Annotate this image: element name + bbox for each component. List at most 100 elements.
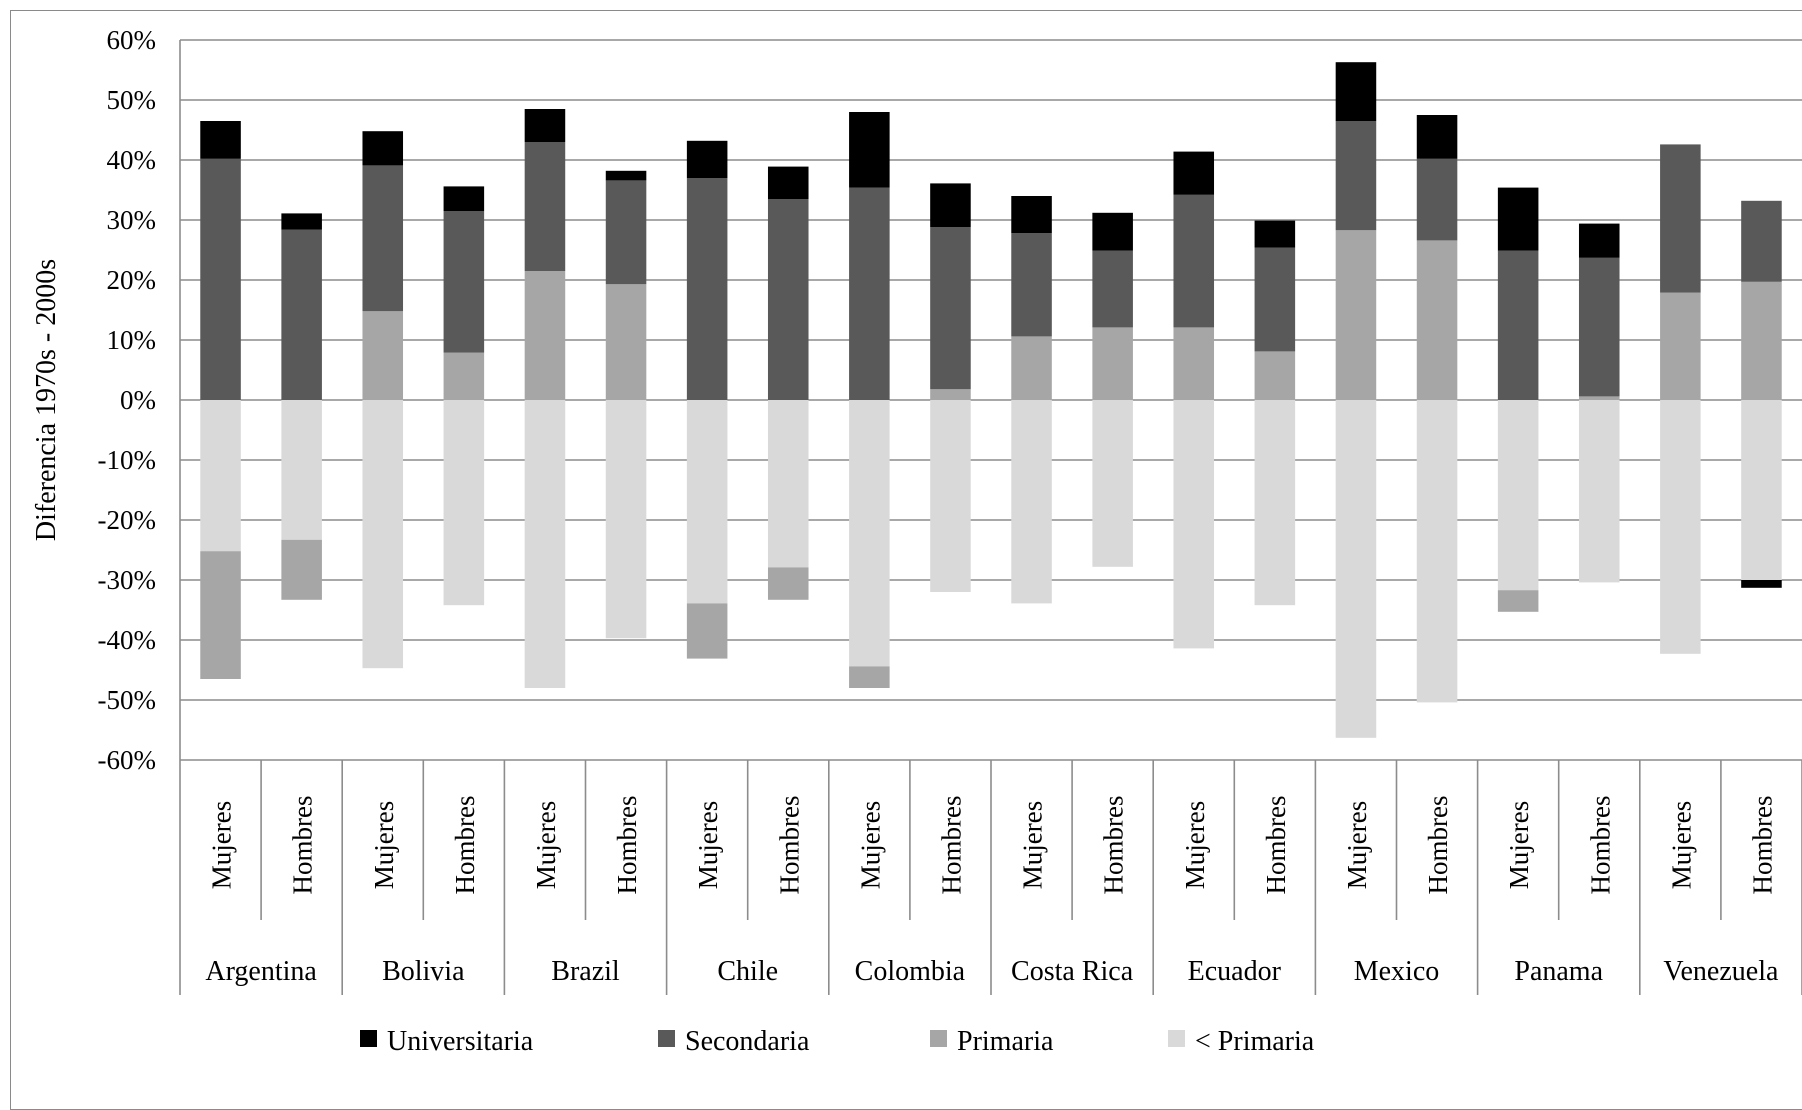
legend-swatch — [930, 1030, 947, 1047]
bar-segment — [1741, 281, 1782, 400]
x-axis-categories: Mujeres Hombres Mujeres Hombres Mujeres Hombr… — [179, 760, 1802, 995]
group-label: Hombres — [936, 796, 966, 895]
group-label: Hombres — [450, 796, 480, 895]
y-tick-label: -30% — [98, 565, 156, 595]
legend-swatch — [658, 1030, 675, 1047]
group-label: Mujeres — [1180, 801, 1210, 889]
bar-segment — [605, 170, 647, 181]
bar-segment — [281, 213, 322, 230]
group-label: Mujeres — [1018, 801, 1048, 889]
bar-segment — [686, 400, 728, 604]
bar-segment — [605, 180, 647, 285]
bar-segment — [1416, 400, 1458, 703]
legend-swatch — [360, 1030, 377, 1047]
bar-segment — [1173, 327, 1215, 400]
bar-segment — [200, 551, 241, 679]
bar-segment — [1092, 327, 1133, 400]
group-label: Hombres — [1747, 796, 1777, 895]
country-label: Mexico — [1354, 956, 1440, 987]
bar-segment — [767, 567, 809, 600]
bar-segment — [281, 539, 322, 600]
bar-segment — [849, 112, 890, 188]
bar-segment — [1497, 590, 1539, 612]
bar-segment — [1416, 115, 1458, 159]
bar-segment — [1173, 194, 1215, 328]
bar-segment — [1741, 580, 1782, 588]
bar-segment — [1092, 250, 1133, 328]
group-label: Mujeres — [531, 801, 561, 889]
group-label: Hombres — [774, 796, 804, 895]
y-tick-label: 40% — [107, 145, 157, 175]
bar-segment — [1660, 144, 1701, 293]
bar-segment — [767, 199, 809, 400]
bar-segment — [1173, 151, 1215, 195]
country-label: Venezuela — [1663, 956, 1779, 987]
bar-segment — [1092, 212, 1133, 251]
legend-label: Primaria — [957, 1026, 1054, 1057]
bar-segment — [1416, 158, 1458, 241]
group-label: Hombres — [1585, 796, 1615, 895]
bar-segment — [1578, 223, 1620, 258]
legend-label: Universitaria — [387, 1026, 534, 1057]
country-label: Bolivia — [382, 956, 465, 987]
y-tick-label: -10% — [98, 445, 156, 475]
y-tick-label: 30% — [107, 205, 157, 235]
group-label: Hombres — [288, 796, 318, 895]
bar-segment — [1335, 121, 1377, 231]
bar-segment — [1335, 62, 1377, 121]
group-label: Mujeres — [1342, 801, 1372, 889]
bar-segment — [849, 666, 890, 688]
country-label: Panama — [1514, 956, 1603, 987]
bar-segment — [849, 187, 890, 400]
country-label: Brazil — [551, 956, 620, 987]
country-label: Chile — [717, 956, 778, 987]
country-label: Costa Rica — [1011, 956, 1134, 987]
bar-segment — [362, 131, 404, 166]
bar-segment — [1254, 247, 1296, 352]
bar-segment — [443, 400, 485, 606]
bar-segment — [767, 400, 809, 568]
bar-segment — [200, 158, 241, 400]
bars — [200, 62, 1782, 738]
bar-segment — [281, 400, 322, 540]
y-tick-label: 0% — [120, 385, 156, 415]
bar-segment — [1254, 220, 1296, 248]
group-label: Mujeres — [855, 801, 885, 889]
bar-segment — [686, 603, 728, 659]
bar-segment — [1741, 400, 1782, 580]
bar-segment — [1254, 400, 1296, 606]
bar-segment — [686, 178, 728, 400]
bar-segment — [930, 389, 971, 400]
legend-swatch — [1168, 1030, 1185, 1047]
bar-segment — [200, 400, 241, 552]
bar-segment — [686, 140, 728, 178]
group-label: Hombres — [1261, 796, 1291, 895]
bar-segment — [849, 400, 890, 667]
y-tick-label: -40% — [98, 625, 156, 655]
bar-segment — [1497, 400, 1539, 591]
y-tick-label: 20% — [107, 265, 157, 295]
y-tick-label: -20% — [98, 505, 156, 535]
y-tick-label: 60% — [107, 25, 157, 55]
bar-segment — [1335, 230, 1377, 400]
bar-segment — [1741, 200, 1782, 282]
bar-segment — [362, 311, 404, 400]
y-axis-label: Diferencia 1970s - 2000s — [31, 259, 62, 541]
bar-segment — [1335, 400, 1377, 738]
group-label: Mujeres — [1666, 801, 1696, 889]
y-axis-ticks: 60% 50% 40% 30% 20% 10% 0% -10% -20% -30% -40% -50%… — [98, 25, 156, 775]
bar-segment — [1011, 400, 1052, 604]
bar-segment — [524, 142, 566, 271]
bar-segment — [1011, 336, 1052, 400]
country-label: Ecuador — [1188, 956, 1282, 987]
bar-segment — [524, 400, 566, 688]
group-label: Mujeres — [369, 801, 399, 889]
bar-segment — [362, 165, 404, 312]
legend-label: < Primaria — [1195, 1026, 1315, 1057]
group-label: Hombres — [1423, 796, 1453, 895]
bar-segment — [1173, 400, 1215, 649]
bar-segment — [930, 183, 971, 228]
bar-segment — [1011, 233, 1052, 337]
bar-segment — [362, 400, 404, 669]
